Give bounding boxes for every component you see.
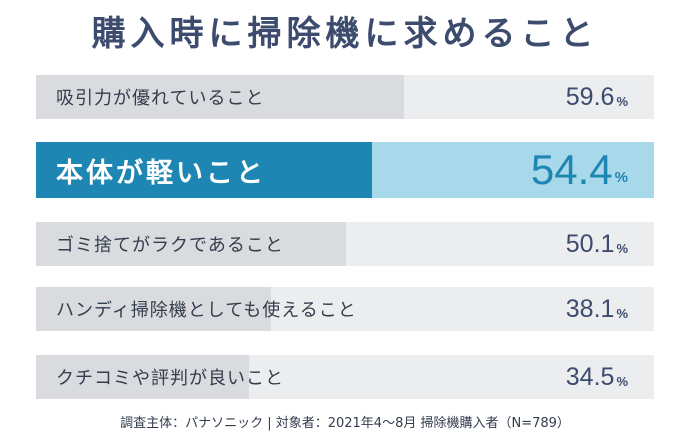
category-label: 本体が軽いこと — [56, 157, 266, 189]
bar — [36, 222, 346, 266]
bar-row: 吸引力が優れていること 59.6% — [36, 75, 654, 119]
bar — [36, 287, 272, 331]
bar — [36, 75, 405, 119]
data-label-value: 54.4 — [530, 146, 613, 193]
data-label-unit: % — [614, 168, 628, 186]
data-label: 38.1% — [566, 287, 628, 331]
category-label: クチコミや評判が良いこと — [56, 368, 284, 389]
data-label-value: 38.1 — [565, 294, 615, 323]
category-label: ハンディ掃除機としても使えること — [56, 300, 357, 321]
data-label: 54.4% — [531, 142, 628, 198]
data-label-value: 34.5 — [565, 362, 615, 391]
data-label-value: 59.6 — [565, 82, 615, 111]
data-label: 34.5% — [566, 355, 628, 399]
data-label-value: 50.1 — [565, 229, 615, 258]
chart-title: 購入時に掃除機に求めること — [91, 14, 599, 54]
bar-row: クチコミや評判が良いこと 34.5% — [36, 355, 654, 399]
bar — [36, 355, 250, 399]
data-label-unit: % — [616, 373, 628, 389]
survey-source-note: 調査主体：パナソニック | 対象者：2021年4～8月 掃除機購入者（N=789… — [120, 416, 570, 431]
data-label: 59.6% — [566, 75, 628, 119]
bar-row: ハンディ掃除機としても使えること 38.1% — [36, 287, 654, 331]
data-label-unit: % — [616, 93, 628, 109]
data-label-unit: % — [616, 240, 628, 256]
data-label: 50.1% — [566, 222, 628, 266]
bar — [36, 142, 373, 198]
category-label: ゴミ捨てがラクであること — [56, 235, 284, 256]
bar-row: 本体が軽いこと 54.4% — [36, 142, 654, 198]
bar-row: ゴミ捨てがラクであること 50.1% — [36, 222, 654, 266]
data-label-unit: % — [616, 305, 628, 321]
category-label: 吸引力が優れていること — [56, 88, 265, 109]
